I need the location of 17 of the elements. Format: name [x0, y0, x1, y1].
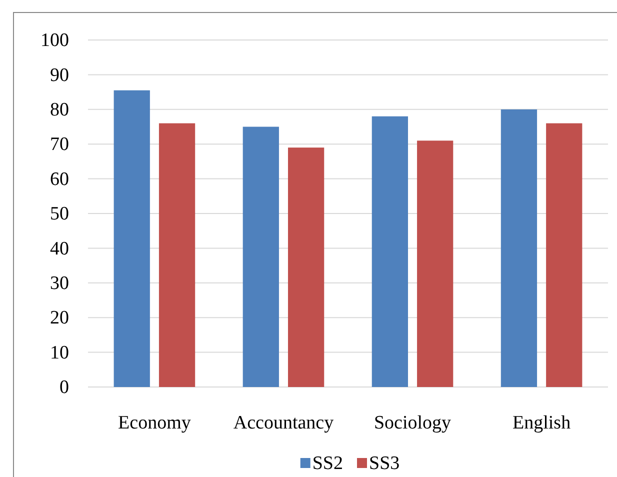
y-tick-label: 20 [50, 308, 69, 329]
x-tick-label: Accountancy [233, 412, 334, 434]
y-tick-label: 90 [50, 64, 69, 86]
legend-label: SS3 [369, 453, 400, 474]
x-tick-label: Sociology [374, 412, 452, 434]
y-tick-label: 30 [50, 272, 69, 294]
legend-label: SS2 [312, 453, 343, 474]
y-tick-label: 40 [50, 238, 69, 260]
y-tick-label: 60 [50, 168, 69, 190]
y-tick-label: 70 [50, 134, 69, 156]
y-tick-label: 100 [40, 30, 69, 52]
y-tick-label: 10 [50, 342, 69, 364]
x-tick-label: Economy [118, 412, 192, 434]
y-tick-label: 50 [50, 204, 69, 225]
x-tick-label: English [512, 412, 572, 434]
y-tick-label: 80 [50, 99, 69, 120]
y-tick-label: 0 [60, 377, 69, 398]
